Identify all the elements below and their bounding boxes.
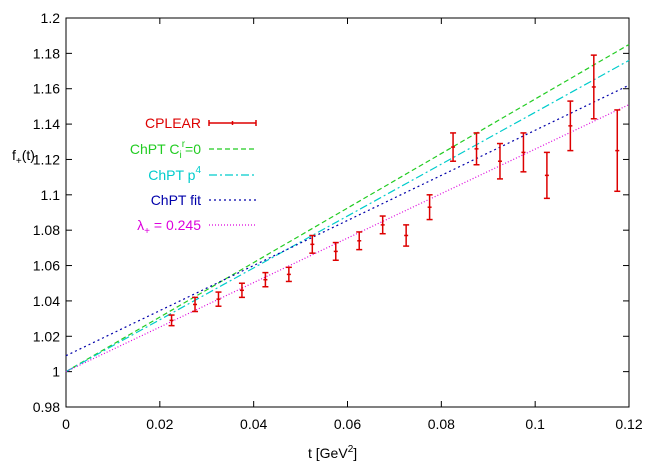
data-point [543,151,550,200]
y-tick-label: 1.04 [33,293,60,309]
data-point [309,234,316,254]
tick-marks [65,17,630,408]
data-point [590,54,597,120]
y-axis-label: f+(t) [12,147,35,167]
data-point [379,215,386,235]
data-point [285,266,292,283]
x-tick-label: 0.1 [525,416,545,432]
legend-label: CPLEAR [145,115,201,131]
y-tick-label: 0.98 [33,399,60,415]
legend-entry: ChPT Cir=0 [130,139,256,161]
series-lines [65,43,630,373]
data-point [403,224,410,247]
series-line [65,59,630,373]
legend-label: ChPT Cir=0 [130,139,201,161]
y-tick-label: 1.12 [33,151,60,167]
y-tick-labels: 0.98 1 1.02 1.04 1.06 1.08 1.1 1.12 1.14 1.16 1.18… [33,10,60,415]
y-tick-label: 1.06 [33,258,60,274]
data-point [450,132,457,162]
data-point [215,291,222,307]
legend-entry: λ+ = 0.245 [137,217,256,237]
cplear-points [168,54,621,327]
series-line [65,104,630,373]
data-point [496,142,503,180]
legend-label: ChPT fit [151,192,201,208]
x-tick-label: 0.08 [428,416,455,432]
data-point [356,231,363,251]
x-tick-label: 0 [62,416,70,432]
data-point [168,314,175,327]
data-point [426,194,433,221]
x-tick-labels: 0 0.02 0.04 0.06 0.08 0.1 0.12 [62,416,643,432]
y-tick-label: 1.14 [33,116,60,132]
legend-entry: ChPT p4 [148,165,256,183]
data-point [473,132,480,166]
series-line [65,84,630,357]
data-point [262,271,269,288]
plot-frame [65,17,630,408]
legend: CPLEAR ChPT Cir=0 ChPT p4 ChPT fit λ+ = 0.24… [130,115,257,237]
y-tick-label: 1.1 [41,187,61,203]
y-tick-label: 1.2 [41,10,61,26]
legend-label: ChPT p4 [148,165,201,183]
legend-label: λ+ = 0.245 [137,217,201,237]
x-tick-label: 0.02 [146,416,173,432]
data-point [520,132,527,173]
data-point [614,109,621,193]
data-point [332,241,339,261]
y-tick-label: 1 [52,364,60,380]
data-point [192,296,199,313]
series-line [65,43,630,373]
y-tick-label: 1.16 [33,81,60,97]
y-tick-label: 1.18 [33,45,60,61]
legend-entry: CPLEAR [145,115,257,131]
data-point [238,282,245,299]
y-tick-label: 1.02 [33,328,60,344]
x-tick-label: 0.12 [615,416,642,432]
legend-entry: ChPT fit [151,192,256,208]
data-point [567,100,574,152]
x-axis-label: t [GeV2] [308,444,357,461]
x-tick-label: 0.06 [334,416,361,432]
x-tick-label: 0.04 [240,416,267,432]
y-tick-label: 1.08 [33,222,60,238]
